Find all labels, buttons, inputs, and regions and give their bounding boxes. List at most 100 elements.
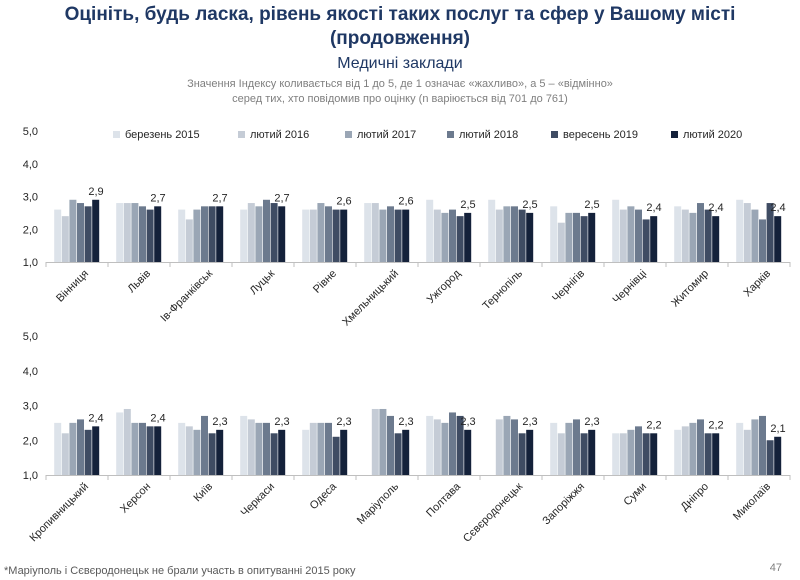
bar (580, 216, 588, 262)
bar (550, 206, 558, 262)
note-line-1: Значення Індексу коливається від 1 до 5,… (187, 78, 613, 90)
bar (627, 206, 635, 262)
data-label: 2,6 (398, 196, 413, 208)
legend-swatch (551, 131, 558, 138)
bar (627, 429, 635, 475)
bar (550, 422, 558, 475)
x-tick-label: Запоріжжя (540, 481, 587, 528)
x-tick-label: Чернігів (550, 268, 587, 305)
data-label: 2,4 (646, 202, 661, 214)
legend-swatch (238, 131, 245, 138)
x-tick-label: Житомир (669, 268, 711, 310)
bar (642, 219, 650, 262)
bar (240, 209, 248, 262)
bar (712, 216, 720, 262)
bar (216, 206, 224, 262)
bar (325, 206, 332, 262)
bar (302, 429, 310, 475)
y-tick-label: 4,0 (23, 366, 38, 378)
bar (674, 206, 682, 262)
bar (309, 422, 317, 475)
bar (712, 433, 720, 475)
bar (340, 209, 348, 262)
data-label: 2,4 (150, 412, 165, 424)
bar (54, 209, 62, 262)
bar (449, 412, 456, 475)
bar (743, 203, 751, 262)
bar (402, 429, 410, 475)
data-label: 2,7 (150, 192, 165, 204)
bar (146, 209, 154, 262)
bar (642, 433, 650, 475)
bar (394, 209, 402, 262)
bar (302, 209, 310, 262)
bar (77, 419, 84, 475)
bar (449, 209, 456, 262)
y-tick-label: 3,0 (23, 401, 38, 413)
y-tick-label: 1,0 (23, 257, 38, 269)
x-tick-label: Рівне (311, 268, 339, 296)
legend-item: лютий 2017 (345, 129, 416, 141)
legend-item: вересень 2019 (551, 129, 638, 141)
x-tick-label: Миколаїв (731, 481, 773, 523)
data-label: 2,7 (274, 192, 289, 204)
data-label: 2,3 (398, 416, 413, 428)
note-line-2: серед тих, хто повідомив про оцінку (n в… (232, 93, 568, 105)
bar (464, 429, 472, 475)
bar (247, 419, 255, 475)
bar (751, 209, 759, 262)
x-tick-label: Ужгород (425, 267, 464, 306)
bar (193, 209, 201, 262)
bar (278, 429, 286, 475)
chart-panel: 1,0 2,0 3,0 4,0 5,0 2,9 Вінниця 2,7 Львів 2,7 Ів-Ф… (23, 126, 791, 329)
bar (495, 419, 503, 475)
bar (759, 219, 766, 262)
bar (565, 212, 573, 262)
bar (433, 209, 441, 262)
bar (426, 199, 434, 262)
footnote: *Маріуполь і Сєвєродонецьк не брали учас… (4, 565, 356, 577)
bar (77, 203, 84, 262)
bar (240, 415, 248, 475)
bar (216, 429, 224, 475)
bar (278, 206, 286, 262)
data-label: 2,3 (336, 416, 351, 428)
x-tick-label: Сєвєродонецьк (461, 481, 525, 545)
data-label: 2,7 (212, 192, 227, 204)
data-label: 2,3 (522, 416, 537, 428)
bar (464, 212, 472, 262)
bar (697, 419, 704, 475)
legend-label: вересень 2019 (563, 129, 638, 141)
bar (526, 429, 534, 475)
bar (774, 216, 782, 262)
bar (573, 212, 580, 262)
data-label: 2,4 (708, 202, 723, 214)
x-tick-label: Вінниця (54, 268, 91, 305)
bar (580, 433, 588, 475)
legend-swatch (113, 131, 120, 138)
bar (247, 203, 255, 262)
bar (208, 206, 216, 262)
legend-label: березень 2015 (125, 129, 200, 141)
legend-item: лютий 2018 (447, 129, 518, 141)
data-label: 2,3 (460, 416, 475, 428)
data-label: 2,4 (770, 202, 785, 214)
bar (387, 206, 394, 262)
data-label: 2,3 (212, 416, 227, 428)
bar (123, 408, 131, 475)
page-title: Оцініть, будь ласка, рівень якості таких… (0, 3, 800, 51)
bar (139, 422, 146, 475)
x-tick-label: Харків (742, 268, 774, 300)
bar (317, 203, 325, 262)
x-tick-label: Хмельницький (340, 268, 401, 329)
bar (619, 209, 627, 262)
bar (681, 426, 689, 475)
bar (697, 203, 704, 262)
bar (433, 419, 441, 475)
y-tick-label: 2,0 (23, 224, 38, 236)
bar (379, 408, 387, 475)
bar (441, 422, 449, 475)
bar (456, 216, 464, 262)
data-label: 2,5 (460, 199, 475, 211)
